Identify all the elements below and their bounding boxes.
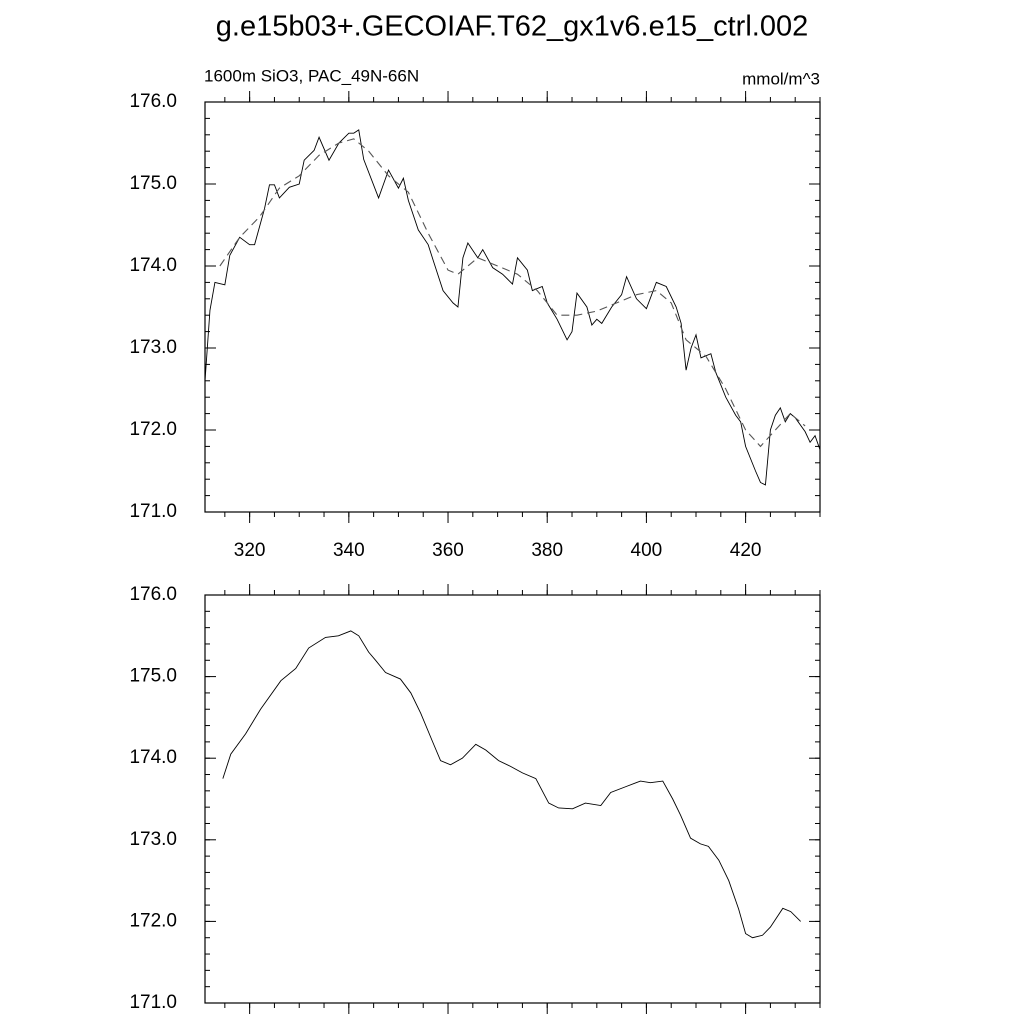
y-tick-label: 173.0 [129,829,177,850]
x-tick-label: 380 [531,540,563,561]
y-tick-label: 174.0 [129,255,177,276]
x-tick-label: 340 [333,540,365,561]
y-tick-label: 173.0 [129,337,177,358]
subtitle-left: 1600m SiO3, PAC_49N-66N [204,66,419,85]
y-tick-label: 175.0 [129,173,177,194]
plot-frame [204,594,821,1004]
y-tick-label: 172.0 [129,419,177,440]
x-tick-label: 420 [730,540,762,561]
y-tick-label: 171.0 [129,501,177,522]
x-tick-label: 320 [234,540,266,561]
subtitle-right: mmol/m^3 [742,69,820,88]
x-tick-label: 360 [432,540,464,561]
line-series [219,138,806,448]
y-tick-label: 176.0 [129,91,177,112]
y-tick-label: 175.0 [129,666,177,687]
plot-frame [204,101,821,513]
y-tick-label: 171.0 [129,992,177,1013]
line-series [222,630,801,939]
y-tick-label: 174.0 [129,747,177,768]
y-tick-label: 172.0 [129,910,177,931]
y-tick-label: 176.0 [129,584,177,605]
chart-title: g.e15b03+.GECOIAF.T62_gx1v6.e15_ctrl.002 [216,11,808,43]
x-tick-label: 400 [631,540,663,561]
line-series [204,129,821,486]
